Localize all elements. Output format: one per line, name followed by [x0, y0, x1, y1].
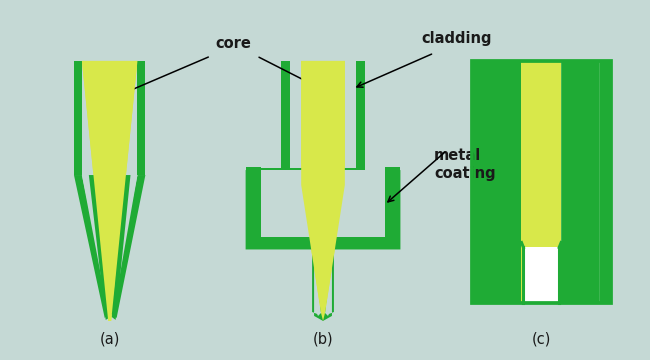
- Bar: [385, 170, 400, 249]
- Polygon shape: [483, 61, 523, 303]
- Text: metal
coating: metal coating: [434, 148, 496, 181]
- Text: (a): (a): [99, 331, 120, 346]
- Bar: [246, 167, 261, 172]
- Polygon shape: [112, 175, 131, 320]
- Bar: [261, 227, 385, 237]
- Polygon shape: [89, 175, 111, 320]
- Polygon shape: [82, 61, 137, 321]
- Bar: [261, 170, 385, 237]
- Bar: [521, 61, 561, 303]
- Polygon shape: [82, 175, 109, 316]
- Text: (b): (b): [313, 331, 333, 346]
- Polygon shape: [137, 61, 146, 175]
- Polygon shape: [110, 175, 146, 318]
- Polygon shape: [82, 61, 137, 321]
- Text: cladding: cladding: [421, 31, 492, 46]
- Polygon shape: [112, 175, 137, 316]
- Polygon shape: [301, 61, 345, 321]
- Bar: [246, 237, 400, 249]
- Bar: [261, 231, 385, 237]
- Polygon shape: [301, 61, 345, 321]
- Bar: [472, 61, 611, 303]
- Text: core: core: [216, 36, 252, 51]
- Bar: [385, 167, 400, 172]
- Polygon shape: [559, 61, 600, 303]
- Polygon shape: [281, 61, 291, 170]
- Polygon shape: [74, 61, 82, 175]
- Bar: [246, 170, 261, 249]
- Polygon shape: [314, 249, 332, 321]
- Bar: [246, 168, 365, 170]
- Polygon shape: [246, 170, 400, 321]
- Text: (c): (c): [532, 331, 551, 346]
- Bar: [261, 170, 385, 228]
- Bar: [472, 61, 611, 303]
- Polygon shape: [356, 61, 365, 170]
- Bar: [472, 61, 483, 303]
- Bar: [521, 61, 561, 303]
- Bar: [600, 61, 611, 303]
- Bar: [523, 247, 559, 303]
- Polygon shape: [74, 175, 112, 318]
